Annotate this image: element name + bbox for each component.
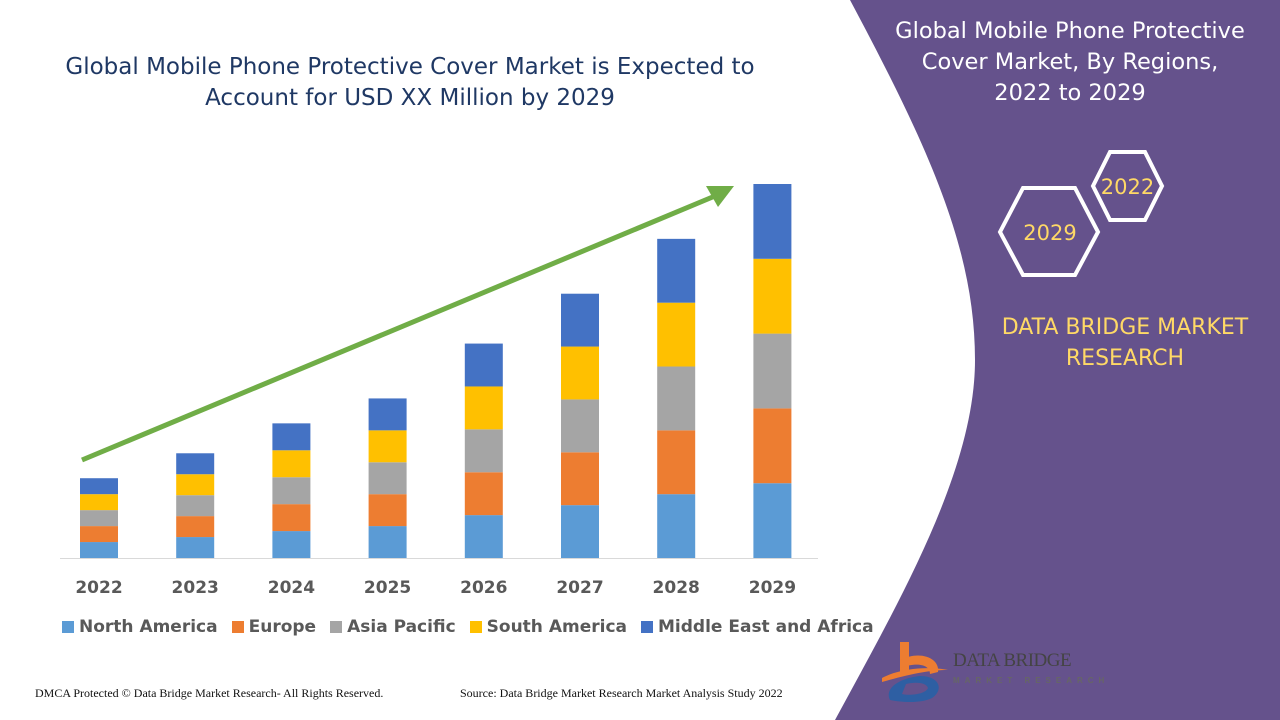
legend-swatch [641,621,653,633]
x-tick-label: 2026 [460,578,507,598]
bar-segment-2025-europe [368,494,407,527]
legend-swatch [62,621,74,633]
legend-item: Europe [231,617,317,637]
bar-segment-2029-south-america [753,258,792,334]
bar-segment-2025-south-america [368,430,407,463]
bar-segment-2027-asia-pacific [561,399,599,453]
bar-segment-2027-north-america [561,505,599,558]
hex-label-2029: 2029 [1023,221,1076,245]
bar-segment-2028-middle-east-and-africa [657,238,696,303]
legend-label: Middle East and Africa [658,617,874,637]
bar-segment-2024-middle-east-and-africa [272,423,311,451]
bar-segment-2023-europe [176,516,215,538]
bar-segment-2022-south-america [80,494,118,511]
footer-copyright: DMCA Protected © Data Bridge Market Rese… [35,686,384,700]
data-bridge-logo-icon [882,642,948,702]
legend-label: South America [486,617,627,637]
bar-segment-2029-north-america [753,483,792,558]
side-panel-title: Global Mobile Phone Protective Cover Mar… [895,18,1245,106]
bar-segment-2028-north-america [657,494,696,558]
bar-segment-2028-asia-pacific [657,366,696,431]
chart-legend: North America Europe Asia Pacific South Ame… [62,617,874,637]
stacked-bar-chart: 2022 2023 2024 2025 2026 2027 2028 2029 [60,184,818,598]
x-tick-label: 2023 [172,578,219,598]
legend-item: South America [469,617,627,637]
bar-segment-2026-asia-pacific [464,429,503,473]
footer-source: Source: Data Bridge Market Research Mark… [460,686,783,700]
legend-item: North America [62,617,218,637]
legend-item: Middle East and Africa [641,617,874,637]
bar-segment-2024-north-america [272,531,311,558]
bar-segment-2023-south-america [176,474,215,496]
legend-swatch [231,621,244,633]
bar-segment-2027-south-america [561,346,599,400]
bar-segment-2027-europe [561,452,599,506]
legend-item: Asia Pacific [330,617,456,637]
bar-segment-2025-asia-pacific [368,462,407,495]
hex-label-2022: 2022 [1101,175,1154,199]
x-tick-label: 2029 [749,578,796,598]
x-tick-label: 2027 [556,578,603,598]
trend-arrow [81,186,734,463]
year-hexagons: 2022 2029 [997,150,1165,277]
bar-segment-2022-europe [80,526,118,543]
chart-title: Global Mobile Phone Protective Cover Mar… [65,54,755,111]
x-tick-label: 2024 [268,578,315,598]
x-tick-label: 2022 [75,578,122,598]
bar-segment-2023-asia-pacific [176,495,215,517]
legend-label: Europe [248,617,317,637]
logo-subtext: MARKET RESEARCH [953,676,1110,685]
bar-segment-2023-middle-east-and-africa [176,453,215,475]
bar-segment-2029-asia-pacific [753,333,792,409]
hexagon-2022 [1090,150,1165,222]
bar-segment-2026-middle-east-and-africa [464,343,503,387]
bar-segment-2023-north-america [176,537,215,558]
bar-segment-2024-europe [272,504,311,532]
logo-text: DATA BRIDGE [953,650,1072,671]
bar-segment-2022-asia-pacific [80,510,118,527]
bar-segment-2026-south-america [464,386,503,430]
bar-segment-2025-north-america [368,526,407,558]
legend-label: Asia Pacific [347,617,456,637]
bar-segment-2025-middle-east-and-africa [368,398,407,431]
bar-segment-2022-north-america [80,542,118,558]
bar-segment-2028-south-america [657,302,696,367]
x-tick-label: 2025 [364,578,411,598]
bar-segment-2022-middle-east-and-africa [80,478,118,495]
bar-segment-2027-middle-east-and-africa [561,293,599,347]
hexagon-2029 [997,186,1101,277]
bar-segment-2029-middle-east-and-africa [753,184,792,259]
bar-segment-2024-south-america [272,450,311,478]
legend-swatch [469,621,482,633]
bar-segment-2026-north-america [464,515,503,558]
bar-segment-2026-europe [464,472,503,516]
legend-label: North America [79,617,218,637]
legend-swatch [330,621,343,633]
brand-name: DATA BRIDGE MARKET RESEARCH [1001,315,1249,371]
bar-segment-2029-europe [753,408,792,484]
bar-segment-2024-asia-pacific [272,477,311,505]
x-tick-label: 2028 [653,578,700,598]
bar-segment-2028-europe [657,430,696,495]
